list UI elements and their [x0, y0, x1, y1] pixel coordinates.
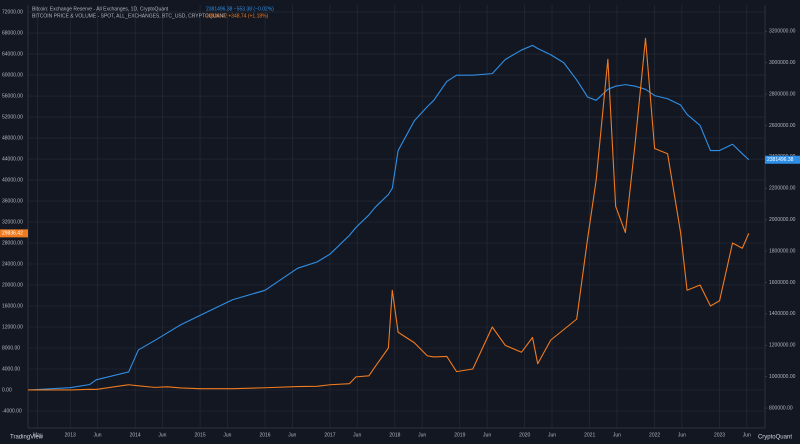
- x-tick-label: Jun: [158, 432, 166, 438]
- y-tick-label: 4000.00: [2, 366, 20, 372]
- legend-name: Bitcoin: Exchange Reserve - All Exchange…: [32, 6, 169, 12]
- y2-tick-label: 3200000.00: [769, 29, 796, 35]
- y-tick-label: 24000.00: [2, 261, 23, 267]
- x-tick-label: Jun: [613, 432, 621, 438]
- x-tick-label: 2017: [324, 432, 335, 438]
- y2-tick-label: 1000000.00: [769, 374, 796, 380]
- y-tick-label: 44000.00: [2, 156, 23, 162]
- x-tick-label: 2015: [195, 432, 206, 438]
- y2-tick-label: 1400000.00: [769, 311, 796, 317]
- y-tick-label: 64000.00: [2, 51, 23, 57]
- y-tick-label: 0.00: [2, 387, 12, 393]
- x-tick-label: 2013: [65, 432, 76, 438]
- series-line: [27, 44, 750, 391]
- x-tick-label: 2019: [454, 432, 465, 438]
- brand-right: CryptoQuant: [758, 435, 792, 441]
- x-tick-label: Jun: [678, 432, 686, 438]
- y-tick-label: -4000.00: [2, 408, 22, 414]
- y2-tick-label: 1600000.00: [769, 280, 796, 286]
- y2-tick-label: 2800000.00: [769, 91, 796, 97]
- x-tick-label: 2020: [519, 432, 530, 438]
- y-tick-label: 56000.00: [2, 93, 23, 99]
- y-tick-label: 40000.00: [2, 177, 23, 183]
- legend-values: 2381496.38 −553.38 (−0.02%): [206, 6, 274, 12]
- brand-left: TradingView: [10, 435, 44, 441]
- x-tick-label: Jun: [223, 432, 231, 438]
- last-value-label: 29836.42: [2, 231, 23, 237]
- x-tick-label: Jun: [483, 432, 491, 438]
- x-tick-label: Jun: [743, 432, 751, 438]
- y2-tick-label: 2600000.00: [769, 123, 796, 129]
- y-tick-label: 68000.00: [2, 30, 23, 36]
- x-tick-label: Jun: [353, 432, 361, 438]
- y2-tick-label: 800000.00: [769, 405, 793, 411]
- x-tick-label: 2018: [389, 432, 400, 438]
- x-tick-label: May: [33, 432, 43, 438]
- x-tick-label: 2014: [130, 432, 141, 438]
- y2-tick-label: 1200000.00: [769, 343, 796, 349]
- x-tick-label: Jun: [418, 432, 426, 438]
- last-value-box: [0, 229, 28, 238]
- y-tick-label: 32000.00: [2, 219, 23, 225]
- x-tick-label: 2023: [714, 432, 725, 438]
- y-tick-label: 8000.00: [2, 345, 20, 351]
- y-tick-label: 48000.00: [2, 135, 23, 141]
- y-tick-label: 16000.00: [2, 303, 23, 309]
- x-tick-label: Jun: [548, 432, 556, 438]
- last-value-label: 2381496.38: [767, 157, 794, 163]
- y2-tick-label: 2000000.00: [769, 217, 796, 223]
- y2-tick-label: 2200000.00: [769, 186, 796, 192]
- legend-name: BITCOIN PRICE & VOLUME - SPOT, ALL_EXCHA…: [32, 13, 226, 19]
- y2-tick-label: 1800000.00: [769, 248, 796, 254]
- y2-tick-label: 3000000.00: [769, 60, 796, 66]
- series-line: [27, 37, 750, 391]
- y-tick-label: 20000.00: [2, 282, 23, 288]
- last-value-box: [765, 155, 800, 164]
- y-tick-label: 28000.00: [2, 240, 23, 246]
- x-tick-label: 2021: [584, 432, 595, 438]
- y-tick-label: 12000.00: [2, 324, 23, 330]
- y-tick-label: 72000.00: [2, 9, 23, 15]
- x-tick-label: Jun: [288, 432, 296, 438]
- x-tick-label: 2016: [259, 432, 270, 438]
- y-tick-label: 52000.00: [2, 114, 23, 120]
- legend-values: 29836.42 +348.74 (+1.18%): [206, 13, 269, 19]
- y-tick-label: 60000.00: [2, 72, 23, 78]
- x-tick-label: Jun: [93, 432, 101, 438]
- y-tick-label: 36000.00: [2, 198, 23, 204]
- x-tick-label: 2022: [649, 432, 660, 438]
